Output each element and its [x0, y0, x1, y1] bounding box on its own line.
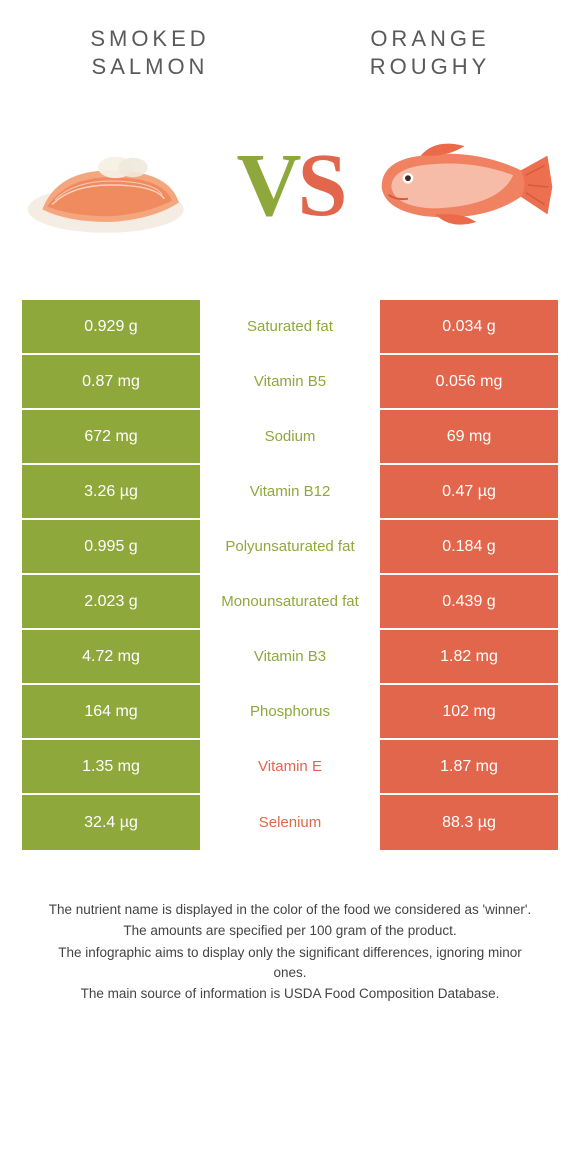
header-left: SMOKED SALMON: [50, 25, 250, 80]
nutrient-label-cell: Selenium: [200, 795, 380, 850]
salmon-illustration: [18, 115, 213, 255]
table-row: 0.929 gSaturated fat0.034 g: [22, 300, 558, 355]
left-value-cell: 2.023 g: [22, 575, 200, 628]
header-right: ORANGE ROUGHY: [330, 25, 530, 80]
right-value-cell: 0.184 g: [380, 520, 558, 573]
nutrient-label-cell: Sodium: [200, 410, 380, 463]
footnote-line-1: The nutrient name is displayed in the co…: [40, 900, 540, 920]
right-value-cell: 1.82 mg: [380, 630, 558, 683]
illustration-row: VS: [0, 90, 580, 300]
table-row: 0.995 gPolyunsaturated fat0.184 g: [22, 520, 558, 575]
footnote: The nutrient name is displayed in the co…: [40, 900, 540, 1004]
nutrient-label-cell: Monounsaturated fat: [200, 575, 380, 628]
left-value-cell: 0.995 g: [22, 520, 200, 573]
table-row: 672 mgSodium69 mg: [22, 410, 558, 465]
table-row: 2.023 gMonounsaturated fat0.439 g: [22, 575, 558, 630]
nutrient-label-cell: Vitamin B5: [200, 355, 380, 408]
right-value-cell: 0.056 mg: [380, 355, 558, 408]
left-value-cell: 0.929 g: [22, 300, 200, 353]
left-value-cell: 32.4 µg: [22, 795, 200, 850]
table-row: 1.35 mgVitamin E1.87 mg: [22, 740, 558, 795]
nutrient-label-cell: Vitamin E: [200, 740, 380, 793]
right-value-cell: 0.47 µg: [380, 465, 558, 518]
right-value-cell: 1.87 mg: [380, 740, 558, 793]
right-value-cell: 0.439 g: [380, 575, 558, 628]
right-value-cell: 0.034 g: [380, 300, 558, 353]
vs-label: VS: [236, 134, 343, 237]
table-row: 4.72 mgVitamin B31.82 mg: [22, 630, 558, 685]
nutrient-label-cell: Phosphorus: [200, 685, 380, 738]
left-value-cell: 672 mg: [22, 410, 200, 463]
right-food-title: ORANGE ROUGHY: [330, 25, 530, 80]
right-value-cell: 69 mg: [380, 410, 558, 463]
left-value-cell: 4.72 mg: [22, 630, 200, 683]
nutrient-label-cell: Polyunsaturated fat: [200, 520, 380, 573]
vs-v: V: [236, 136, 297, 235]
nutrient-label-cell: Vitamin B12: [200, 465, 380, 518]
nutrient-label-cell: Vitamin B3: [200, 630, 380, 683]
salmon-icon: [18, 115, 213, 255]
header: SMOKED SALMON ORANGE ROUGHY: [0, 0, 580, 90]
left-value-cell: 0.87 mg: [22, 355, 200, 408]
right-value-cell: 102 mg: [380, 685, 558, 738]
footnote-line-2: The amounts are specified per 100 gram o…: [40, 921, 540, 941]
footnote-line-3: The infographic aims to display only the…: [40, 943, 540, 984]
nutrient-table: 0.929 gSaturated fat0.034 g0.87 mgVitami…: [22, 300, 558, 850]
table-row: 3.26 µgVitamin B120.47 µg: [22, 465, 558, 520]
roughy-illustration: [367, 115, 562, 255]
table-row: 0.87 mgVitamin B50.056 mg: [22, 355, 558, 410]
vs-s: S: [297, 136, 343, 235]
left-value-cell: 1.35 mg: [22, 740, 200, 793]
nutrient-label-cell: Saturated fat: [200, 300, 380, 353]
left-value-cell: 3.26 µg: [22, 465, 200, 518]
table-row: 164 mgPhosphorus102 mg: [22, 685, 558, 740]
right-value-cell: 88.3 µg: [380, 795, 558, 850]
left-value-cell: 164 mg: [22, 685, 200, 738]
footnote-line-4: The main source of information is USDA F…: [40, 984, 540, 1004]
table-row: 32.4 µgSelenium88.3 µg: [22, 795, 558, 850]
fish-icon: [367, 115, 562, 255]
left-food-title: SMOKED SALMON: [50, 25, 250, 80]
